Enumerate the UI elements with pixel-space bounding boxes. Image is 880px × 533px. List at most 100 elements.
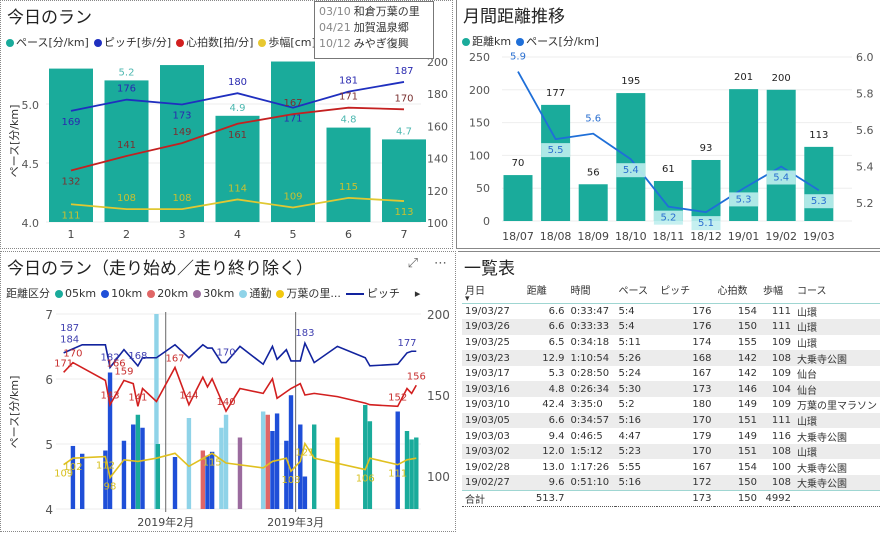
table-cell: 149 [737, 399, 758, 411]
y-axis-title: ペース[分/km] [8, 376, 21, 449]
pace-bar [154, 314, 159, 509]
y-tick-label: 4 [45, 503, 53, 517]
legend-item[interactable]: 心拍数[拍/分] [176, 34, 253, 50]
pace-bar [298, 424, 303, 509]
expand-icon[interactable]: ⤢ [407, 256, 418, 271]
legend-item[interactable]: ピッチ[歩/分] [93, 34, 171, 50]
pace-label: 5.4 [773, 173, 789, 184]
distance-bar [616, 93, 646, 221]
x-tick-label: 18/12 [690, 230, 722, 243]
total-cell: 4992 [760, 490, 794, 508]
legend-label: 心拍数[拍/分] [186, 36, 254, 49]
tooltip-date: 10/12 [319, 37, 351, 50]
table-cell: 1:5:12 [567, 443, 616, 460]
table-cell: 5:11 [618, 336, 641, 348]
table-row[interactable]: 19/02/27 9.6 0:51:10 5:16 172 150 108 大乗寺公園 [462, 475, 880, 491]
series-line [63, 361, 417, 413]
table-row[interactable]: 19/03/10 42.4 3:35:0 5:2 180 149 109 万葉の里マラソン [462, 397, 880, 413]
legend-item[interactable]: 万葉の里... [276, 285, 341, 301]
table-cell: 170 [657, 412, 715, 429]
pace-bar [186, 418, 192, 509]
legend-item[interactable]: ペース[分/km] [6, 34, 89, 50]
table-cell: 4:47 [618, 430, 641, 442]
legend-item[interactable]: 歩幅[cm] [258, 34, 316, 50]
table-cell: 5:16 [615, 412, 658, 429]
table-row[interactable]: 19/03/16 4.8 0:26:34 5:30 173 146 104 仙台 [462, 381, 880, 398]
table-row[interactable]: 19/03/02 12.0 1:5:12 5:23 170 151 108 山環 [462, 443, 880, 460]
table-cell: 0:28:50 [570, 368, 610, 380]
panel-title: 今日のラン [7, 8, 92, 28]
column-header-5[interactable]: 心拍数 [714, 280, 761, 304]
data-label: 183 [295, 328, 314, 339]
table-row[interactable]: 19/03/23 12.9 1:10:54 5:26 168 142 108 大乗寺公園 [462, 350, 880, 366]
table-row[interactable]: 19/03/03 9.4 0:46:5 4:47 179 149 116 大乗寺公園 [462, 428, 880, 444]
table-row[interactable]: 19/03/27 6.6 0:33:47 5:4 176 154 111 山環 [462, 304, 880, 320]
column-header-4[interactable]: ピッチ [657, 280, 715, 304]
table-cell: 大乗寺公園 [793, 475, 880, 491]
pace-label-bg [804, 194, 834, 209]
table-row[interactable]: 19/03/05 6.6 0:34:57 5:16 170 151 111 山環 [462, 412, 880, 429]
table-cell: 173 [657, 381, 715, 398]
table-cell: 仙台 [793, 381, 880, 398]
table-cell: 142 [737, 368, 758, 380]
table-row[interactable]: 19/03/25 6.5 0:34:18 5:11 174 155 109 山環 [462, 335, 880, 351]
column-header-2[interactable]: 時間 [567, 280, 616, 304]
series-line [70, 106, 405, 172]
total-row: 合計 513.7 173 150 4992 [462, 490, 880, 508]
y-tick-label: 6 [45, 373, 53, 387]
data-label: 156 [407, 371, 426, 382]
pace-label: 5.2 [119, 67, 135, 78]
data-label: 187 [60, 323, 79, 334]
column-header-6[interactable]: 歩幅 [760, 280, 794, 304]
data-label: 166 [106, 359, 125, 370]
legend-dot-icon [239, 290, 248, 298]
legend-item[interactable]: 30km [193, 287, 234, 300]
total-cell [793, 490, 880, 508]
more-options-icon[interactable]: ⋯ [434, 256, 447, 271]
table-cell: 19/03/27 [465, 306, 510, 318]
pace-bar [288, 395, 294, 509]
data-label: 106 [356, 474, 375, 485]
total-cell [615, 490, 658, 508]
sort-desc-icon: ▾ [465, 294, 470, 304]
data-label: 168 [128, 351, 147, 362]
pace-bar [200, 450, 206, 509]
legend-item[interactable]: 20km [147, 287, 188, 300]
table-row[interactable]: 19/02/28 13.0 1:17:26 5:55 167 154 100 大乗寺公園 [462, 459, 880, 475]
x-tick-label: 18/11 [653, 230, 685, 243]
total-cell: 合計 [462, 490, 524, 508]
y-tick-label: 5 [45, 438, 53, 452]
legend-item[interactable]: 05km [55, 287, 96, 300]
pace-bar [70, 445, 76, 509]
legend-dot-icon [276, 290, 285, 298]
table-row[interactable]: 19/03/17 5.3 0:28:50 5:24 167 142 109 仙台 [462, 366, 880, 382]
table-cell: 山環 [793, 319, 880, 335]
series-line [70, 81, 405, 112]
distance-bar [766, 89, 796, 221]
table-cell: 151 [714, 412, 761, 429]
x-tick-label: 2 [123, 228, 130, 241]
table-cell: 6.5 [548, 336, 565, 348]
legend-item[interactable]: 通勤 [239, 285, 271, 301]
column-header-1[interactable]: 距離 [523, 280, 568, 304]
chart-legend: ペース[分/km] ピッチ[歩/分] 心拍数[拍/分] 歩幅[cm] [6, 34, 316, 50]
data-label: 144 [179, 391, 198, 402]
legend-next-arrow-icon[interactable]: ▸ [414, 286, 421, 300]
x-tick-label: 2019年2月 [137, 515, 194, 529]
legend-item-pitch[interactable]: ピッチ [345, 285, 400, 301]
table-cell: 5:26 [615, 350, 658, 366]
y2-tick-label: 180 [427, 88, 448, 101]
table-cell: 5:55 [618, 461, 641, 473]
table-cell: 154 [737, 461, 758, 473]
data-label: 171 [283, 114, 302, 125]
legend-label: 歩幅[cm] [268, 36, 316, 49]
legend-item[interactable]: 10km [101, 287, 142, 300]
table-cell: 5:30 [615, 381, 658, 398]
legend-item[interactable]: ペース[分/km] [516, 33, 599, 49]
data-label: 109 [54, 469, 73, 480]
legend-item[interactable]: 距離km [462, 33, 511, 49]
column-header-7[interactable]: コース [793, 280, 880, 304]
column-header-0[interactable]: 月日 ▾ [462, 280, 524, 304]
table-row[interactable]: 19/03/26 6.6 0:33:33 5:4 176 150 111 山環 [462, 319, 880, 335]
column-header-3[interactable]: ペース [615, 280, 658, 304]
